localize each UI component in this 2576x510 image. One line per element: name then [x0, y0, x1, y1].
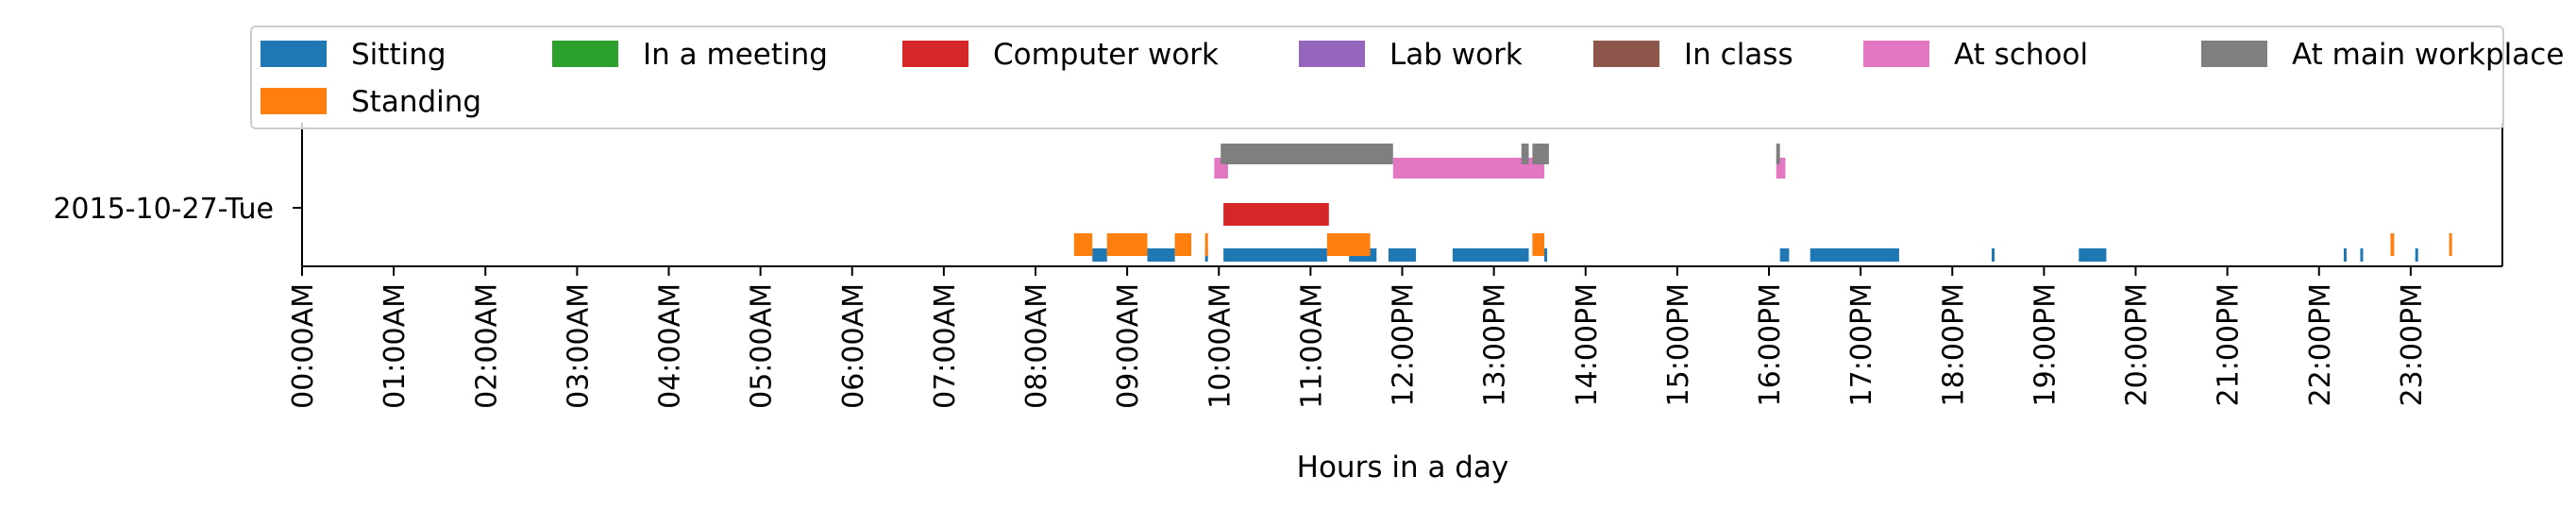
x-tick-label: 07:00AM	[929, 283, 962, 409]
bars-layer	[1073, 144, 2452, 262]
legend-swatch-computer-work	[902, 41, 968, 67]
bar-standing-2	[1174, 233, 1192, 256]
bar-at-main-workplace-0	[1221, 144, 1393, 164]
x-tick-label: 02:00AM	[470, 283, 503, 409]
legend-swatch-at-main-workplace	[2201, 41, 2267, 67]
bar-at-main-workplace-2	[1532, 144, 1549, 164]
x-tick-label: 13:00PM	[1479, 283, 1512, 406]
bar-sitting-6	[1452, 248, 1529, 262]
x-tick-label: 23:00PM	[2396, 283, 2429, 406]
x-axis-label: Hours in a day	[1297, 450, 1509, 484]
x-tick-label: 17:00PM	[1845, 283, 1878, 406]
x-tick-label: 20:00PM	[2121, 283, 2154, 406]
legend-label-at-school: At school	[1954, 38, 2088, 72]
bar-computer-work-0	[1223, 203, 1329, 226]
legend-label-in-a-meeting: In a meeting	[643, 38, 828, 72]
x-tick-label: 12:00PM	[1388, 283, 1421, 406]
bar-sitting-13	[2360, 248, 2364, 262]
bar-sitting-14	[2415, 248, 2418, 262]
legend-swatch-standing	[261, 88, 327, 114]
legend-label-lab-work: Lab work	[1389, 38, 1523, 72]
bar-sitting-0	[1092, 248, 1107, 262]
bar-sitting-3	[1223, 248, 1327, 262]
legend-label-standing: Standing	[351, 85, 481, 119]
bar-standing-5	[1532, 233, 1545, 256]
x-tick-label: 16:00PM	[1754, 283, 1787, 406]
x-tick-label: 11:00AM	[1295, 283, 1328, 409]
x-tick-label: 06:00AM	[837, 283, 870, 409]
x-tick-label: 14:00PM	[1571, 283, 1604, 406]
axes-layer: 00:00AM 01:00AM 02:00AM 03:00AM 04:00AM 05:00…	[287, 123, 2503, 409]
x-tick-label: 22:00PM	[2304, 283, 2337, 406]
legend-swatch-lab-work	[1299, 41, 1365, 67]
legend-label-sitting: Sitting	[351, 38, 446, 72]
bar-standing-7	[2449, 233, 2452, 256]
bar-standing-0	[1073, 233, 1093, 256]
legend-swatch-in-a-meeting	[552, 41, 618, 67]
legend-label-at-main-workplace: At main workplace	[2292, 38, 2564, 72]
x-tick-label: 03:00AM	[562, 283, 595, 409]
x-tick-label: 08:00AM	[1020, 283, 1053, 409]
bar-at-main-workplace-3	[1776, 144, 1780, 164]
x-tick-label: 18:00PM	[1937, 283, 1970, 406]
bar-at-school-1	[1392, 158, 1545, 178]
legend-swatch-at-school	[1863, 41, 1929, 67]
bar-sitting-1	[1147, 248, 1175, 262]
bar-sitting-5	[1388, 248, 1417, 262]
bar-standing-6	[2390, 233, 2395, 256]
bar-sitting-9	[1810, 248, 1899, 262]
x-tick-label: 05:00AM	[746, 283, 779, 409]
legend-swatch-in-class	[1593, 41, 1659, 67]
legend: Sitting Standing In a meeting Computer work…	[250, 26, 2564, 129]
legend-label-computer-work: Computer work	[993, 38, 1219, 72]
x-tick-label: 00:00AM	[287, 283, 320, 409]
bar-sitting-10	[1992, 248, 1995, 262]
legend-frame	[250, 26, 2504, 129]
bar-sitting-7	[1544, 248, 1548, 262]
legend-swatch-sitting	[261, 41, 327, 67]
legend-label-in-class: In class	[1684, 38, 1793, 72]
x-tick-label: 10:00AM	[1204, 283, 1237, 409]
bar-at-school-2	[1776, 158, 1786, 178]
bar-standing-1	[1106, 233, 1148, 256]
x-tick-label: 04:00AM	[654, 283, 687, 409]
x-tick-label: 21:00PM	[2213, 283, 2246, 406]
x-tick-label: 01:00AM	[379, 283, 412, 409]
bar-sitting-8	[1779, 248, 1790, 262]
bar-sitting-11	[2079, 248, 2107, 262]
x-tick-label: 19:00PM	[2029, 283, 2062, 406]
x-tick-label: 15:00PM	[1662, 283, 1695, 406]
bar-at-main-workplace-1	[1521, 144, 1529, 164]
bar-standing-4	[1326, 233, 1371, 256]
x-tick-label: 09:00AM	[1112, 283, 1145, 409]
bar-sitting-12	[2343, 248, 2347, 262]
y-tick-label: 2015-10-27-Tue	[53, 193, 274, 226]
bar-standing-3	[1204, 233, 1208, 256]
